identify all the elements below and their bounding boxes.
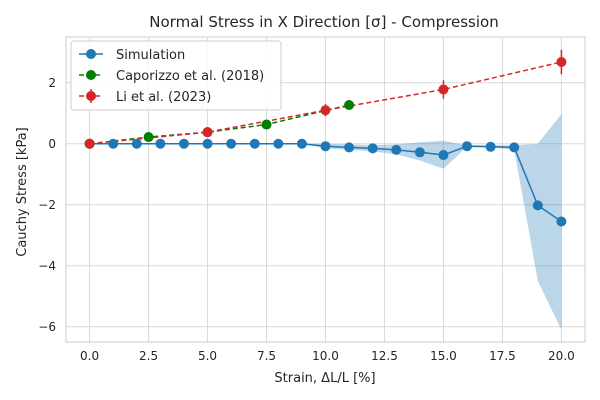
point-simulation: [462, 141, 473, 152]
point-simulation: [226, 138, 237, 149]
x-tick-label: 2.5: [139, 349, 158, 363]
y-tick-label: 0: [48, 137, 56, 151]
point-simulation: [296, 138, 307, 149]
y-tick-label: 2: [48, 76, 56, 90]
y-tick-label: −2: [38, 198, 56, 212]
legend-label-li: Li et al. (2023): [116, 90, 211, 105]
point-simulation: [485, 141, 496, 152]
y-tick-label: −4: [38, 259, 56, 273]
point-simulation: [320, 141, 331, 152]
point-simulation: [367, 143, 378, 154]
point-li-et-al-2023: [438, 84, 449, 95]
point-simulation: [344, 142, 355, 153]
point-caporizzo-et-al-2018: [344, 100, 355, 111]
series-markers: [84, 57, 567, 227]
point-caporizzo-et-al-2018: [261, 119, 272, 130]
uncertainty-band: [89, 114, 562, 330]
legend-marker-caporizzo: [86, 70, 96, 80]
legend-marker-li: [86, 91, 96, 101]
point-li-et-al-2023: [320, 105, 331, 116]
x-tick-label: 15.0: [430, 349, 457, 363]
legend-marker-simulation: [86, 49, 96, 59]
x-tick-label: 5.0: [198, 349, 217, 363]
legend-entry-caporizzo: Caporizzo et al. (2018): [79, 69, 264, 84]
legend-label-simulation: Simulation: [116, 48, 185, 63]
band-simulation: [89, 114, 562, 330]
point-simulation: [108, 138, 119, 149]
x-tick-labels: 0.0 2.5 5.0 7.5 10.0 12.5 15.0 17.5 20.0: [80, 349, 575, 363]
x-tick-label: 12.5: [371, 349, 398, 363]
legend-entry-simulation: Simulation: [79, 48, 185, 63]
point-simulation: [202, 138, 213, 149]
x-tick-label: 10.0: [312, 349, 339, 363]
x-tick-label: 0.0: [80, 349, 99, 363]
x-tick-label: 17.5: [489, 349, 516, 363]
point-simulation: [532, 200, 543, 211]
legend-entry-li: Li et al. (2023): [79, 89, 211, 105]
point-simulation: [438, 150, 449, 161]
point-caporizzo-et-al-2018: [143, 132, 154, 143]
point-simulation: [414, 147, 425, 158]
point-simulation: [556, 216, 567, 227]
point-simulation: [509, 142, 520, 153]
x-tick-label: 7.5: [257, 349, 276, 363]
x-tick-label: 20.0: [548, 349, 575, 363]
chart-title: Normal Stress in X Direction [σ] - Compr…: [149, 13, 498, 31]
point-li-et-al-2023: [202, 127, 213, 138]
point-simulation: [249, 138, 260, 149]
point-simulation: [273, 138, 284, 149]
point-li-et-al-2023: [84, 138, 95, 149]
y-axis-label: Cauchy Stress [kPa]: [15, 127, 30, 256]
point-simulation: [178, 138, 189, 149]
point-li-et-al-2023: [556, 57, 567, 68]
point-simulation: [391, 144, 402, 155]
point-simulation: [155, 138, 166, 149]
x-axis-label: Strain, ΔL/L [%]: [274, 371, 375, 386]
y-tick-labels: −6 −4 −2 0 2: [38, 76, 56, 334]
point-simulation: [131, 138, 142, 149]
plot-frame: [65, 36, 586, 343]
legend-box: [70, 40, 282, 111]
legend: Simulation Caporizzo et al. (2018) Li et…: [70, 40, 282, 111]
y-tick-label: −6: [38, 320, 56, 334]
legend-label-caporizzo: Caporizzo et al. (2018): [116, 69, 264, 84]
